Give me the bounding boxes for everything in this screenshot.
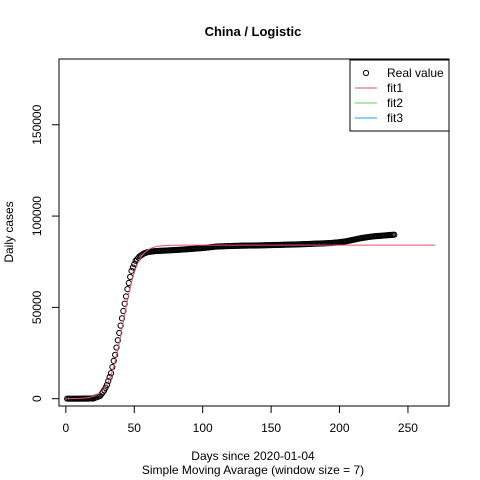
real-value-point — [110, 357, 117, 365]
y-axis: 0 50000 100000 150000 — [30, 104, 60, 402]
y-tick-label: 100000 — [30, 196, 44, 236]
legend-marker-real — [362, 69, 370, 77]
legend-label-fit2: fit2 — [387, 96, 403, 110]
real-value-point — [112, 351, 119, 358]
x-tick-label: 50 — [128, 421, 142, 435]
chart-title: China / Logistic — [205, 24, 302, 39]
legend-label-fit1: fit1 — [387, 81, 403, 95]
fit1-line — [67, 244, 436, 400]
x-tick-label: 250 — [398, 421, 418, 435]
x-tick-label: 0 — [62, 421, 69, 435]
x-axis-subtitle: Simple Moving Avarage (window size = 7) — [142, 463, 364, 477]
x-axis-label: Days since 2020-01-04 — [191, 449, 315, 463]
x-tick-label: 100 — [193, 421, 213, 435]
plot-area — [64, 231, 436, 402]
real-value-point — [113, 344, 120, 351]
x-tick-label: 150 — [261, 421, 281, 435]
y-tick-label: 150000 — [30, 104, 44, 144]
x-axis: 0 50 100 150 200 250 — [62, 405, 418, 435]
x-tick-label: 200 — [330, 421, 350, 435]
real-value-point — [128, 267, 135, 274]
real-value-point — [131, 261, 138, 268]
y-tick-label: 50000 — [30, 290, 44, 324]
real-value-point — [129, 264, 136, 271]
real-value-point — [103, 381, 110, 389]
y-axis-label: Daily cases — [2, 201, 16, 262]
real-value-point — [117, 322, 124, 329]
legend-label-real: Real value — [387, 66, 444, 80]
real-value-point — [105, 377, 112, 385]
real-value-point — [114, 337, 121, 344]
real-value-point — [116, 329, 123, 337]
real-value-point — [120, 307, 127, 315]
real-value-point — [118, 315, 126, 322]
legend-label-fit3: fit3 — [387, 111, 403, 125]
y-tick-label: 0 — [30, 395, 44, 402]
real-value-point — [391, 231, 398, 238]
legend-box — [349, 59, 450, 132]
legend: Real value fit1 fit2 fit3 — [349, 59, 450, 132]
